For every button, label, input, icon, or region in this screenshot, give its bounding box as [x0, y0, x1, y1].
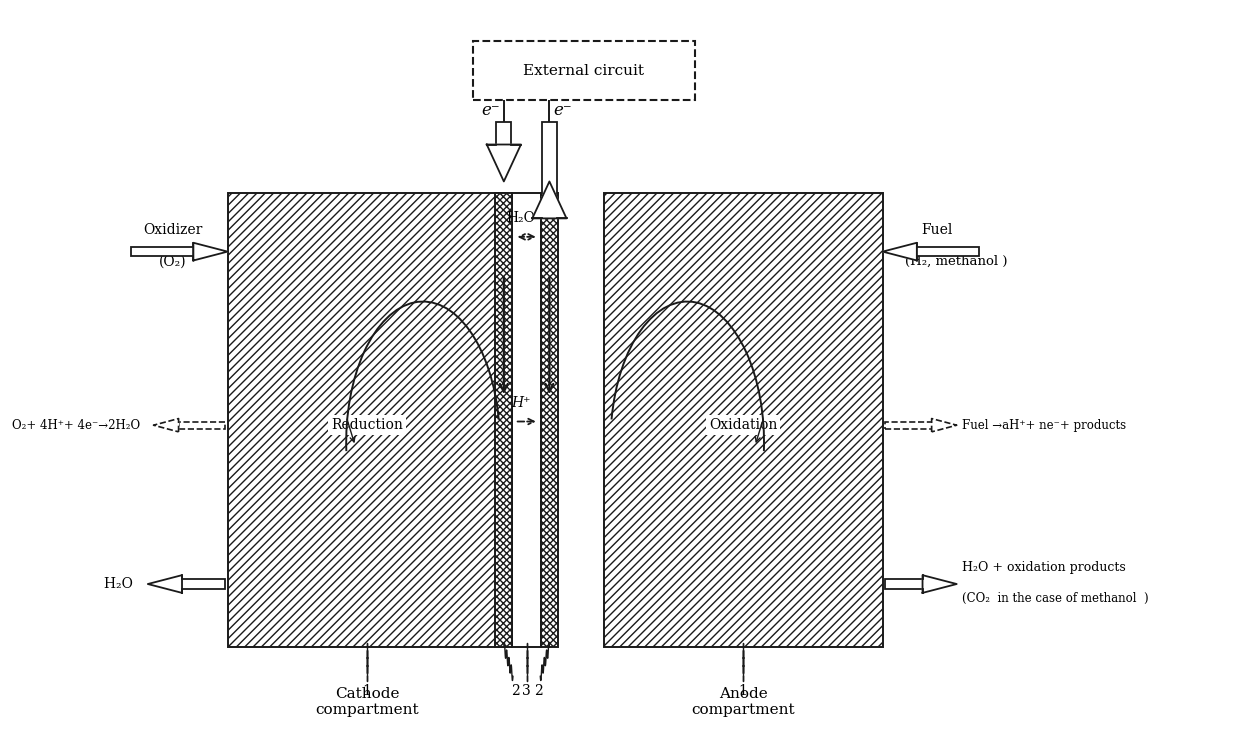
Polygon shape	[487, 144, 521, 182]
Polygon shape	[532, 182, 567, 218]
Text: (H₂, methanol ): (H₂, methanol )	[905, 255, 1008, 267]
Text: e⁻: e⁻	[554, 102, 573, 119]
Bar	[885, 421, 931, 429]
Text: H₂O: H₂O	[104, 577, 143, 591]
Text: H⁺: H⁺	[511, 396, 531, 410]
Polygon shape	[883, 243, 916, 261]
Polygon shape	[931, 418, 957, 432]
Polygon shape	[193, 243, 228, 261]
Bar	[541, 193, 558, 647]
Bar	[916, 247, 980, 256]
Bar	[604, 193, 883, 647]
Text: (CO₂  in the case of methanol  ): (CO₂ in the case of methanol )	[962, 592, 1149, 605]
Bar	[130, 247, 193, 256]
Bar	[179, 421, 226, 429]
Bar	[542, 123, 557, 218]
Text: Oxidizer: Oxidizer	[143, 223, 202, 237]
Text: H₂O + oxidation products: H₂O + oxidation products	[962, 561, 1126, 574]
Text: 1: 1	[739, 684, 748, 698]
Polygon shape	[148, 575, 182, 593]
Text: 3: 3	[522, 684, 531, 698]
Text: External circuit: External circuit	[523, 63, 644, 78]
Bar	[182, 579, 226, 589]
Text: Cathode
compartment: Cathode compartment	[315, 687, 419, 717]
Bar	[512, 193, 541, 647]
Bar	[885, 579, 923, 589]
Bar	[228, 193, 507, 647]
Text: O₂+ 4H⁺+ 4e⁻→2H₂O: O₂+ 4H⁺+ 4e⁻→2H₂O	[12, 419, 148, 432]
Text: 1: 1	[362, 684, 372, 698]
FancyBboxPatch shape	[472, 41, 694, 100]
Text: Fuel →aH⁺+ ne⁻+ products: Fuel →aH⁺+ ne⁻+ products	[962, 419, 1126, 432]
Text: Anode
compartment: Anode compartment	[691, 687, 795, 717]
Text: Oxidation: Oxidation	[709, 418, 777, 433]
Text: Reduction: Reduction	[331, 418, 403, 433]
Text: e⁻: e⁻	[481, 102, 500, 119]
Bar	[496, 123, 511, 144]
Bar	[495, 193, 512, 647]
Text: (O₂): (O₂)	[159, 255, 187, 269]
Text: Fuel: Fuel	[921, 223, 954, 237]
Text: 2: 2	[533, 684, 542, 698]
Text: H₂O: H₂O	[506, 211, 536, 226]
Polygon shape	[154, 418, 179, 432]
Polygon shape	[923, 575, 957, 593]
Text: 2: 2	[511, 684, 520, 698]
